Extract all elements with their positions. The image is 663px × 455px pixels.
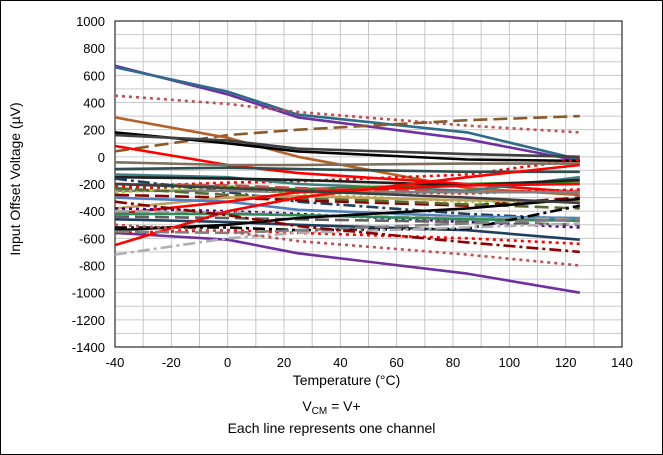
y-tick-label: 400 bbox=[83, 96, 105, 111]
y-tick-label: 600 bbox=[83, 68, 105, 83]
vcm-value: = V+ bbox=[327, 398, 361, 414]
y-tick-label: 200 bbox=[83, 123, 105, 138]
channel-line bbox=[114, 218, 580, 235]
y-tick-label: 800 bbox=[83, 41, 105, 56]
y-tick-label: 1000 bbox=[76, 14, 105, 29]
channel-line bbox=[114, 161, 580, 167]
x-tick-label: 140 bbox=[611, 355, 633, 370]
y-tick-label: -200 bbox=[79, 177, 105, 192]
chart-footer: VCM = V+ Each line represents one channe… bbox=[0, 398, 663, 437]
channel-line bbox=[114, 182, 580, 205]
y-tick-label: -800 bbox=[79, 259, 105, 274]
x-tick-label: 120 bbox=[555, 355, 577, 370]
channel-line bbox=[114, 158, 580, 188]
channel-line bbox=[114, 163, 580, 247]
y-tick-label: -1000 bbox=[72, 286, 105, 301]
x-tick-label: 40 bbox=[333, 355, 347, 370]
x-tick-label: -20 bbox=[162, 355, 181, 370]
x-tick-label: -40 bbox=[106, 355, 125, 370]
channel-line bbox=[114, 223, 580, 267]
footer-note: Each line represents one channel bbox=[227, 420, 436, 436]
channel-line bbox=[115, 212, 580, 222]
channel-line bbox=[114, 193, 580, 207]
x-tick-label: 20 bbox=[277, 355, 291, 370]
vcm-symbol: V bbox=[302, 398, 312, 414]
x-tick-label: 80 bbox=[446, 355, 460, 370]
channel-line bbox=[114, 196, 580, 220]
channel-line bbox=[114, 133, 580, 159]
channel-line bbox=[114, 173, 580, 193]
channel-line bbox=[114, 175, 580, 187]
y-axis-title: Input Offset Voltage (µV) bbox=[7, 102, 23, 255]
channel-line bbox=[114, 64, 581, 163]
channel-line bbox=[114, 182, 580, 216]
y-tick-label: -400 bbox=[79, 204, 105, 219]
x-tick-label: 100 bbox=[498, 355, 520, 370]
offset-voltage-chart: -40 -20 0 20 40 60 80 100 120 140 100080060040020… bbox=[7, 14, 633, 388]
y-tick-label: -1400 bbox=[72, 340, 105, 355]
y-tick-label: -600 bbox=[79, 231, 105, 246]
x-tick-label: 0 bbox=[224, 355, 231, 370]
channel-line bbox=[114, 94, 580, 134]
series-lines bbox=[114, 64, 581, 294]
channel-line bbox=[114, 114, 580, 153]
x-tick-labels: -40 -20 0 20 40 60 80 100 120 140 bbox=[106, 355, 633, 370]
channel-line bbox=[114, 222, 580, 256]
y-tick-labels: 1000 800 600 400 200 0 -200 -400 -600 -800 -1000 -1… bbox=[72, 14, 105, 355]
x-tick-label: 60 bbox=[389, 355, 403, 370]
vcm-subscript: CM bbox=[311, 406, 328, 417]
channel-line bbox=[114, 116, 580, 197]
y-tick-label: 0 bbox=[98, 150, 105, 165]
x-axis-title: Temperature (°C) bbox=[293, 372, 401, 388]
channel-line bbox=[114, 231, 581, 294]
channel-line bbox=[114, 166, 580, 174]
y-tick-label: -1200 bbox=[72, 313, 105, 328]
channel-line bbox=[114, 65, 581, 161]
channel-line bbox=[114, 200, 580, 254]
channel-line bbox=[114, 197, 580, 232]
vcm-condition: VCM = V+ bbox=[0, 398, 663, 420]
